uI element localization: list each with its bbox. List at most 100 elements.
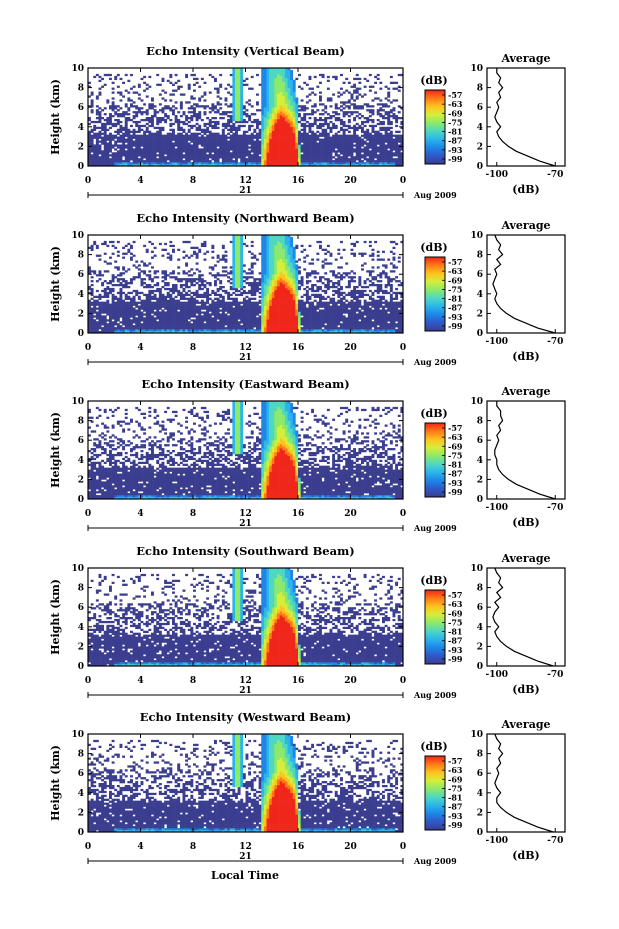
heatmap-cell [387,140,391,143]
heatmap-cell [161,136,165,139]
heatmap-cell [292,134,296,137]
heatmap-cell [347,136,351,139]
heatmap-cell [326,160,330,163]
heatmap-cell [206,297,210,300]
heatmap-cell [316,148,320,151]
heatmap-cell [371,140,375,143]
heatmap-cell [211,144,215,147]
heatmap-cell [219,162,223,165]
heatmap-cell [166,327,170,330]
heatmap-cell [235,254,238,257]
heatmap-cell [229,327,233,330]
heatmap-cell [395,117,399,120]
heatmap-cell [214,305,217,308]
heatmap-cell [127,148,131,151]
heatmap-cell [266,128,270,132]
heatmap-cell [211,148,215,151]
heatmap-cell [324,142,328,145]
heatmap-cell [242,111,246,114]
heatmap-cell [313,138,317,141]
heatmap-cell [224,160,228,163]
heatmap-cell [324,138,328,141]
heatmap-cell [95,317,99,320]
heatmap-cell [303,115,307,118]
heatmap-cell [174,319,178,322]
heatmap-cell [161,329,165,332]
heatmap-cell [219,150,223,153]
heatmap-cell [324,120,328,124]
heatmap-cell [287,142,291,145]
heatmap-cell [242,79,246,83]
heatmap-cell [182,156,186,159]
heatmap-cell [347,164,351,167]
heatmap-cell [240,101,244,104]
heatmap-cell [387,144,391,147]
heatmap-cell [353,158,357,161]
heatmap-cell [324,118,328,122]
heatmap-cell [308,158,312,161]
heatmap-cell [185,327,189,330]
heatmap-cell [172,315,175,318]
heatmap-cell [263,75,267,79]
heatmap-cell [103,150,107,153]
heatmap-cell [114,154,118,157]
heatmap-cell [232,81,236,84]
heatmap-cell [190,301,194,304]
heatmap-cell [151,144,154,147]
heatmap-cell [93,305,97,308]
heatmap-cell [90,105,94,108]
heatmap-cell [263,93,267,96]
heatmap-cell [263,113,267,116]
heatmap-cell [164,248,168,251]
heatmap-cell [140,319,144,322]
heatmap-cell [298,140,301,143]
heatmap-cell [106,313,110,316]
heatmap-cell [240,164,244,167]
heatmap-cell [355,89,359,92]
heatmap-cell [235,140,238,143]
heatmap-cell [161,321,165,324]
heatmap-cell [179,331,183,334]
heatmap-cell [224,315,228,318]
heatmap-cell [151,117,154,120]
heatmap-cell [332,140,336,143]
heatmap-cell [216,325,220,328]
heatmap-cell [88,81,91,84]
heatmap-cell [277,89,280,92]
heatmap-cell [111,164,115,167]
heatmap-cell [221,317,225,320]
heatmap-cell [292,117,296,120]
heatmap-cell [200,144,204,147]
heatmap-cell [182,144,186,147]
heatmap-cell [300,109,304,112]
heatmap-cell [214,124,217,128]
heatmap-cell [153,297,157,300]
heatmap-cell [340,138,343,141]
heatmap-cell [148,152,152,155]
heatmap-cell [206,323,210,326]
heatmap-cell [172,305,175,308]
heatmap-cell [216,103,220,106]
heatmap-cell [111,331,115,334]
heatmap-cell [106,160,110,163]
heatmap-cell [261,142,265,145]
heatmap-cell [203,124,207,128]
heatmap-cell [316,130,320,133]
heatmap-cell [282,79,286,83]
heatmap-cell [103,122,107,126]
heatmap-cell [130,134,133,137]
heatmap-cell [292,154,296,157]
heatmap-cell [240,111,244,114]
heatmap-cell [158,160,162,163]
heatmap-cell [216,154,220,157]
heatmap-cell [342,120,346,124]
heatmap-cell [174,315,178,318]
heatmap-cell [200,95,204,98]
heatmap-cell [140,280,144,283]
heatmap-cell [158,311,162,314]
heatmap-cell [355,87,359,90]
heatmap-cell [350,103,354,106]
heatmap-cell [90,291,94,295]
heatmap-cell [177,162,181,165]
heatmap-cell [321,144,325,147]
